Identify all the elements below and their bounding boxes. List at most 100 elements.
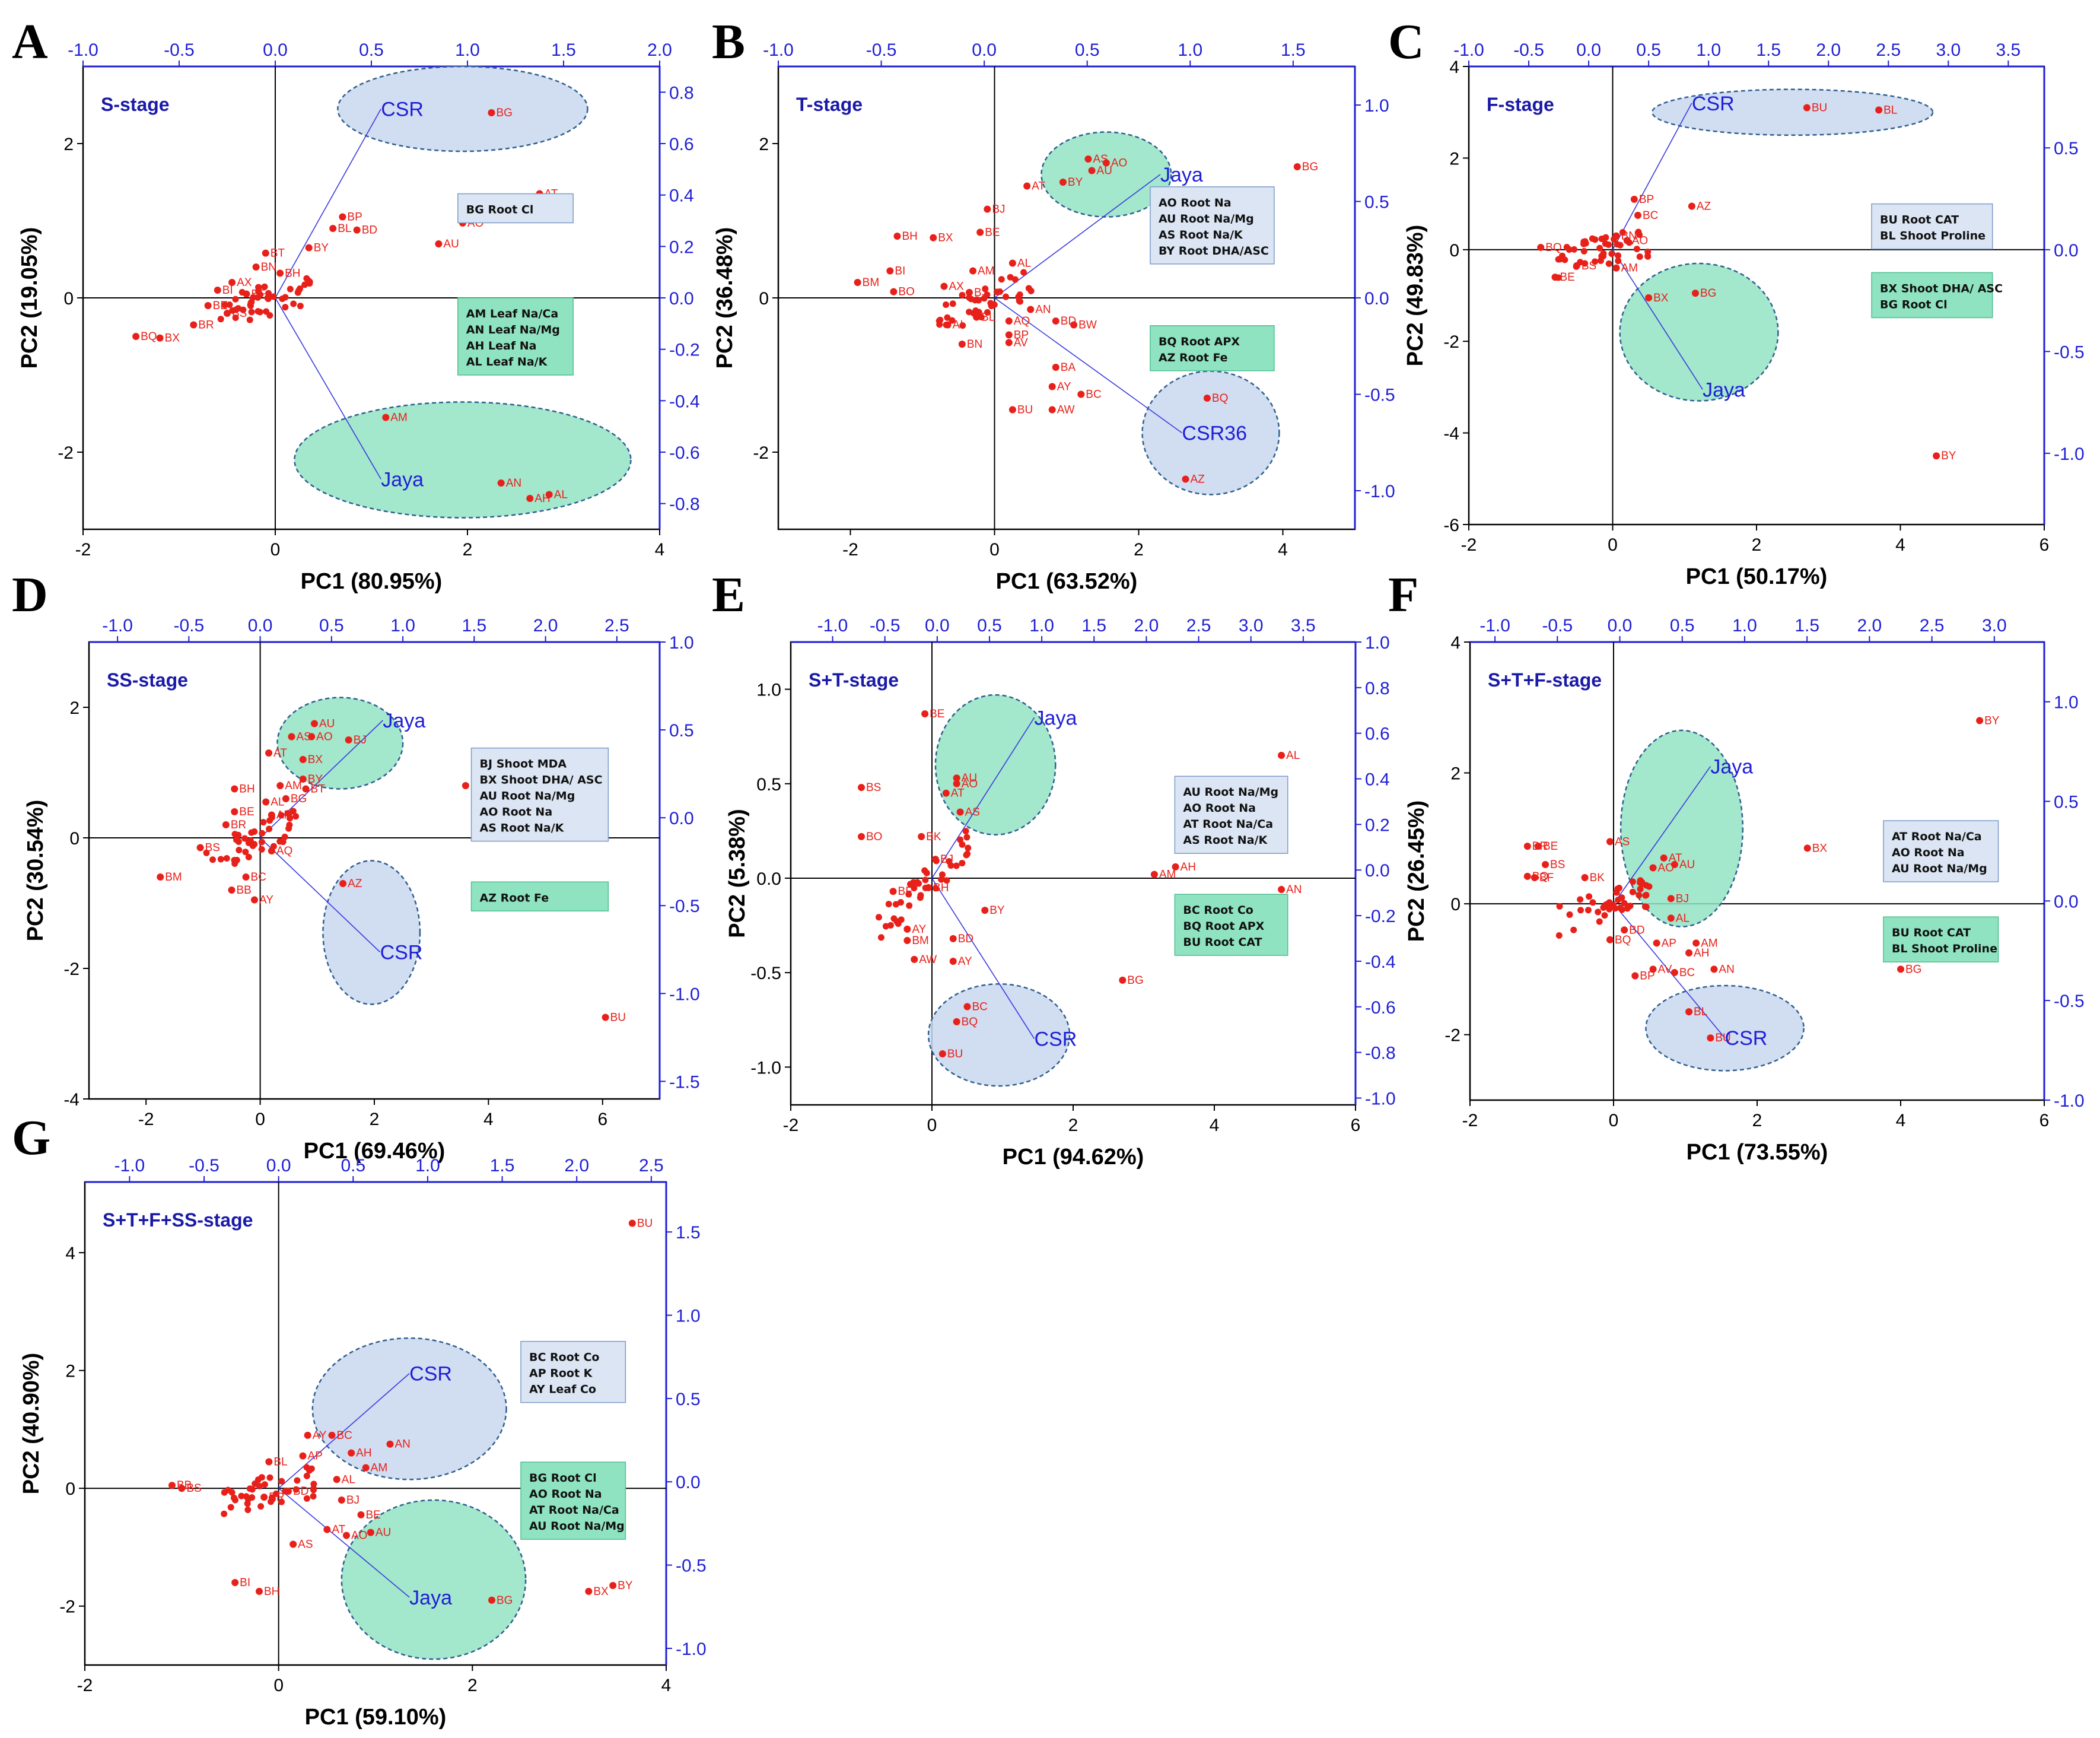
point-label: BD [958, 933, 973, 945]
cluster-point [1011, 276, 1019, 283]
legend-box-green [457, 297, 574, 376]
point-label: AN [1719, 963, 1734, 976]
cluster-point [1556, 256, 1563, 263]
point-label: BH [285, 267, 300, 279]
top-tick-label: -0.5 [1513, 40, 1544, 60]
cluster-point [301, 281, 308, 288]
cluster-point [240, 306, 247, 313]
score-point [1278, 752, 1286, 760]
score-point [276, 269, 284, 277]
score-point [1606, 936, 1614, 943]
score-point [973, 313, 981, 321]
point-label: BG [1700, 287, 1716, 300]
cluster-point [231, 857, 238, 864]
point-label: BS [232, 307, 247, 320]
point-label: BC [337, 1429, 352, 1442]
y-tick-label: -2 [58, 443, 74, 463]
top-tick-label: 0.0 [266, 1156, 291, 1175]
x-tick-label: 6 [1351, 1116, 1361, 1135]
cluster-point [232, 314, 239, 322]
point-label: BS [866, 781, 881, 794]
point-label: AV [1014, 336, 1028, 349]
point-label: BY [1941, 450, 1956, 462]
cluster-point [959, 841, 966, 848]
score-point [1203, 395, 1211, 402]
group-label-jaya: Jaya [381, 469, 424, 491]
point-label: BX [1653, 292, 1669, 304]
legend-entry: AS Root Na/K [480, 822, 565, 835]
right-tick-label: -1.0 [676, 1639, 707, 1659]
point-label: BY [308, 773, 323, 786]
cluster-point [1629, 878, 1636, 885]
cluster-point [877, 934, 884, 941]
score-point [289, 1540, 297, 1548]
point-label: AU [376, 1527, 391, 1539]
point-label: BJ [346, 1494, 359, 1507]
right-tick-label: 0.5 [2054, 139, 2079, 158]
score-point [1077, 390, 1085, 398]
group-ellipse-jaya [294, 401, 632, 519]
point-label: BU [637, 1217, 653, 1229]
legend-box-blue [1871, 203, 1993, 250]
top-tick-label: 1.0 [455, 40, 480, 60]
cluster-point [905, 891, 912, 898]
score-point [333, 1476, 341, 1483]
score-point [339, 880, 347, 887]
score-point [1649, 965, 1657, 973]
score-point [288, 733, 295, 741]
loading-vector-jaya [1612, 249, 1703, 390]
score-point [260, 1494, 268, 1501]
score-point [168, 1482, 176, 1489]
point-label: BR [231, 819, 246, 831]
point-label: AL [1286, 749, 1300, 762]
point-label: BO [866, 831, 882, 843]
cluster-point [292, 813, 300, 820]
right-tick-label: 0.2 [669, 237, 694, 257]
point-label: AV [1658, 963, 1672, 976]
point-label: BU [610, 1012, 626, 1024]
right-tick-label: -1.0 [2054, 444, 2085, 464]
point-label: BI [240, 1577, 250, 1589]
x-tick-label: -2 [1462, 1111, 1478, 1130]
score-point [963, 1003, 971, 1011]
y-tick-label: -2 [63, 959, 79, 979]
right-tick-label: -0.2 [669, 341, 700, 360]
cluster-point [290, 300, 297, 307]
score-point [1692, 939, 1700, 947]
score-point [196, 844, 204, 851]
cluster-point [233, 306, 240, 313]
x-axis-title: PC1 (50.17%) [1686, 564, 1828, 589]
point-label: BE [930, 708, 944, 720]
top-tick-label: -1.0 [102, 616, 133, 636]
x-tick-label: 2 [467, 1676, 478, 1695]
top-tick-label: 3.0 [1982, 616, 2007, 636]
top-tick-label: 1.5 [490, 1156, 515, 1175]
loading-vector-jaya [931, 717, 1035, 879]
legend-entry: BX Shoot DHA/ ASC [480, 774, 603, 787]
point-label: BR [198, 319, 214, 332]
score-point [903, 925, 911, 933]
cluster-point [232, 296, 239, 303]
score-point [976, 228, 984, 236]
top-tick-label: -1.0 [763, 40, 794, 60]
cluster-point [295, 287, 303, 294]
cluster-point [968, 296, 975, 303]
score-point [956, 808, 964, 816]
legend-entry: BL Shoot Proline [1880, 230, 1986, 243]
score-point [224, 310, 231, 317]
top-tick-label: -1.0 [68, 40, 98, 60]
score-point [357, 1511, 365, 1518]
score-point [310, 720, 318, 727]
point-label: BA [1061, 361, 1076, 374]
right-tick-label: -0.5 [1364, 386, 1395, 405]
point-label: BY [618, 1580, 633, 1592]
point-label: BP [347, 211, 362, 224]
score-point [488, 1596, 495, 1604]
legend-entry: BG Root Cl [1880, 298, 1948, 311]
y-axis-title: PC2 (30.54%) [23, 800, 48, 942]
cluster-point [258, 838, 265, 846]
score-point [1293, 163, 1301, 170]
legend-box-blue [470, 747, 609, 842]
y-tick-label: 0 [759, 289, 769, 309]
